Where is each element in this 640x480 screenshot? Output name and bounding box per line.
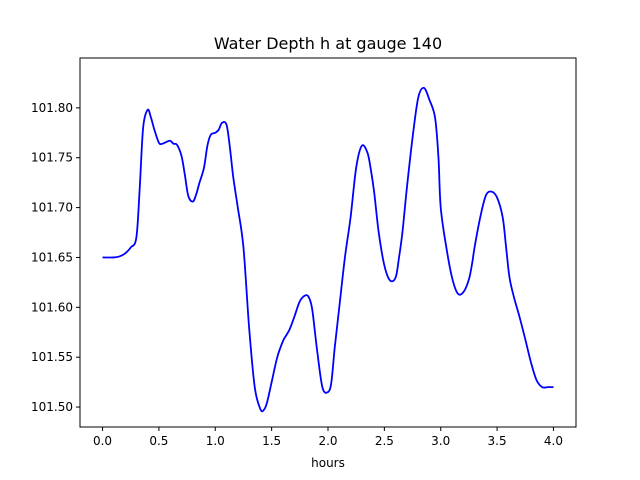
x-tick-label: 3.5	[488, 434, 507, 448]
y-tick-label: 101.55	[31, 350, 73, 364]
x-axis-ticks: 0.0 0.5 1.0 1.5 2.0 2.5 3.0 3.5 4.0	[93, 427, 563, 448]
x-tick-label: 0.5	[149, 434, 168, 448]
y-tick-label: 101.80	[31, 101, 73, 115]
x-tick-label: 1.5	[262, 434, 281, 448]
y-tick-label: 101.60	[31, 300, 73, 314]
x-tick-label: 4.0	[544, 434, 563, 448]
series-line	[102, 87, 554, 413]
x-tick-label: 1.0	[206, 434, 225, 448]
x-axis-label: hours	[311, 456, 345, 470]
chart-title: Water Depth h at gauge 140	[214, 34, 442, 53]
x-tick-label: 3.0	[431, 434, 450, 448]
x-tick-label: 2.5	[375, 434, 394, 448]
y-axis-ticks: 101.50 101.55 101.60 101.65 101.70 101.75 101.…	[31, 101, 80, 414]
y-tick-label: 101.75	[31, 151, 73, 165]
x-tick-label: 2.0	[318, 434, 337, 448]
y-tick-label: 101.70	[31, 201, 73, 215]
x-tick-label: 0.0	[93, 434, 112, 448]
y-tick-label: 101.50	[31, 400, 73, 414]
y-tick-label: 101.65	[31, 250, 73, 264]
